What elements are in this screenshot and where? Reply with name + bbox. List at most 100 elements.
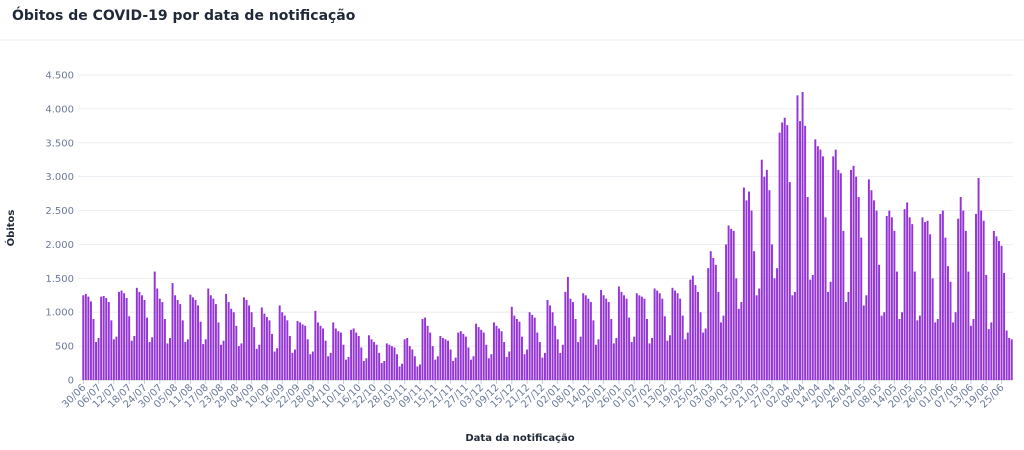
bar	[577, 342, 580, 380]
bar	[839, 173, 842, 380]
bar	[551, 312, 554, 380]
bar	[801, 91, 804, 380]
y-tick-label: 500	[55, 342, 74, 353]
bar	[130, 340, 133, 380]
bar	[89, 301, 92, 380]
bar	[480, 329, 483, 380]
bar	[536, 332, 539, 380]
bar	[500, 331, 503, 380]
bar	[559, 352, 562, 380]
bar	[370, 339, 373, 380]
bar	[105, 297, 108, 380]
bar	[166, 343, 169, 380]
bar	[490, 354, 493, 380]
bar	[709, 251, 712, 380]
bar	[924, 222, 926, 380]
bar	[612, 343, 615, 380]
bar	[600, 289, 603, 380]
bar	[788, 182, 791, 380]
bar	[816, 146, 819, 380]
bar	[319, 325, 322, 380]
bar	[452, 361, 455, 380]
bar	[197, 305, 200, 380]
bar	[870, 190, 873, 380]
bar	[663, 316, 666, 380]
bar	[679, 298, 682, 380]
bar	[635, 293, 638, 380]
bar	[454, 357, 457, 380]
y-tick-label: 3.500	[45, 138, 74, 149]
bar	[918, 315, 921, 380]
bar	[314, 310, 317, 380]
bar	[554, 325, 557, 380]
bar	[148, 342, 151, 380]
bar	[352, 328, 355, 380]
bar	[786, 125, 789, 381]
bar	[607, 302, 610, 380]
bar	[189, 294, 192, 380]
y-tick-label: 2.000	[45, 240, 74, 251]
bar	[87, 296, 90, 380]
bar	[413, 356, 416, 380]
bar	[457, 332, 460, 380]
bar	[327, 356, 330, 380]
bar	[439, 335, 442, 380]
bar	[617, 286, 620, 380]
bar	[485, 344, 488, 380]
bar	[365, 358, 368, 380]
bar	[939, 213, 942, 380]
bar	[95, 342, 97, 380]
bar	[475, 323, 478, 380]
bar	[875, 210, 878, 380]
bar	[651, 337, 654, 380]
bar	[416, 366, 419, 380]
bar	[885, 215, 888, 380]
bar	[814, 139, 817, 380]
bar	[901, 312, 904, 380]
bar	[778, 132, 781, 380]
bar	[893, 230, 896, 380]
bar	[237, 346, 240, 380]
bar	[543, 352, 546, 380]
bar	[625, 298, 628, 380]
bar	[345, 359, 347, 380]
bar	[268, 320, 271, 380]
y-axis-title: Óbitos	[4, 210, 17, 247]
bar	[339, 332, 342, 380]
bar	[538, 342, 541, 380]
bar	[985, 274, 988, 380]
y-tick-label: 1.000	[45, 308, 74, 319]
bar	[602, 295, 605, 380]
bar	[421, 319, 424, 380]
bar	[362, 361, 365, 380]
bar	[245, 300, 248, 380]
bar	[712, 258, 715, 380]
bar	[628, 317, 631, 380]
bar	[495, 325, 498, 380]
bar	[151, 337, 154, 380]
bar	[258, 344, 261, 380]
bar	[316, 322, 319, 380]
bar	[916, 320, 919, 380]
bar	[304, 325, 307, 380]
bar	[753, 251, 756, 380]
bar	[503, 342, 506, 380]
bar	[842, 230, 845, 380]
bar	[793, 291, 796, 380]
bar	[962, 210, 965, 380]
bar	[661, 298, 664, 380]
bar	[719, 322, 722, 380]
bar	[824, 217, 827, 380]
bar	[265, 316, 268, 380]
bar	[383, 361, 386, 380]
bar	[375, 344, 378, 380]
bar	[702, 332, 705, 380]
bar	[941, 210, 944, 380]
bar	[107, 302, 110, 380]
bar	[498, 328, 501, 380]
bar	[944, 237, 947, 380]
bar	[926, 220, 929, 380]
bar	[969, 325, 972, 380]
bar	[434, 359, 437, 380]
